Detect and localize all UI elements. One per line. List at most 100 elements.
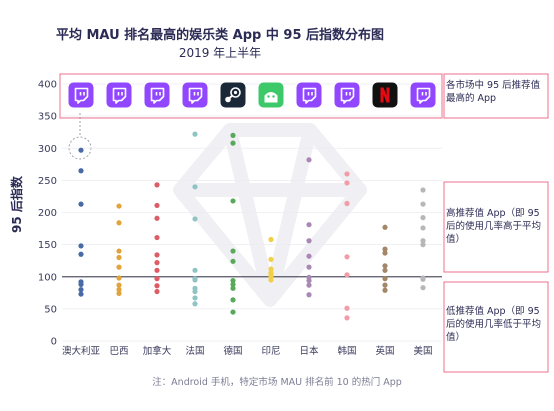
steam-icon [220,82,246,108]
green-eye [272,95,275,98]
data-point [116,282,122,288]
data-point [192,277,198,283]
data-point [116,248,122,254]
data-point [230,140,236,146]
data-point [344,315,350,321]
data-point [154,260,160,266]
data-point [230,309,236,315]
data-point [230,278,236,284]
data-point [154,252,160,258]
data-point [420,187,426,193]
twitch-glyph [302,87,317,104]
low-note-box [443,281,549,373]
y-tick-label: 50 [44,304,57,315]
high-note-box [443,181,549,273]
y-tick-label: 300 [38,144,57,155]
data-point [382,276,388,282]
data-point [382,250,388,256]
x-tick-label: 英国 [375,345,394,357]
steam-bg [220,82,246,108]
green-app-icon [258,82,284,108]
y-tick-label: 400 [38,80,57,91]
twitch-glyph [112,87,127,104]
data-point [382,263,388,269]
data-point [154,267,160,273]
data-point [344,272,350,278]
x-tick-label: 法国 [185,345,204,357]
x-tick-label: 日本 [299,345,319,357]
y-tick-label: 0 [51,337,57,348]
data-point [230,281,236,288]
annotation-high: 高推荐值 App（即 95 后的使用几率高于平均值） [446,208,542,245]
data-point [420,285,426,291]
netflix-glyph [380,87,390,103]
x-tick-label: 韩国 [337,345,356,357]
data-point [230,258,236,264]
data-point [230,297,236,303]
twitch-icon [410,82,436,108]
data-point [192,131,198,137]
chart-title: 平均 MAU 排名最高的娱乐类 App 中 95 后指数分布图 [55,28,385,43]
y-tick-label: 100 [38,272,57,283]
data-point [306,157,312,163]
data-point [192,295,198,301]
x-tick-label: 加拿大 [143,345,172,357]
data-point [116,290,122,297]
data-point [78,251,84,257]
data-point [306,282,312,288]
data-point [116,220,122,226]
top-app-box [59,73,443,119]
data-point [344,171,350,177]
data-point [230,198,236,204]
data-point [78,243,84,249]
data-point [268,256,274,263]
data-point [116,254,122,261]
data-point [420,276,426,282]
twitch-icon [334,82,360,108]
steam-gear-core [233,90,238,95]
data-point [116,287,122,293]
data-point [344,180,350,186]
data-point [154,182,160,188]
data-point [78,168,84,174]
data-point [420,215,426,221]
twitch-glyph [416,87,431,104]
data-point [268,236,274,243]
data-point [192,301,198,307]
data-point [78,291,84,297]
twitch-glyph [150,87,165,104]
data-point [306,292,312,298]
data-point [382,287,388,293]
top-app-note-box [443,73,549,119]
data-point [382,246,388,252]
netflix-icon [372,82,398,108]
twitch-icon [144,82,170,108]
chart-subtitle: 2019 年上半年 [178,46,262,60]
twitch-glyph [188,87,203,104]
data-point [116,203,122,209]
footnote: 注：Android 手机，特定市场 MAU 排名前 10 的热门 App [152,377,402,388]
data-point [382,224,388,230]
data-point [306,278,312,284]
x-tick-label: 巴西 [109,346,128,357]
data-point [154,234,160,241]
twitch-glyph [74,87,89,104]
twitch-icon [182,82,208,108]
data-point [344,254,350,260]
data-point [268,266,274,272]
x-tick-label: 美国 [413,345,432,357]
data-point [154,202,160,209]
data-point [192,216,198,222]
data-point [306,264,312,270]
twitch-icon [106,82,132,108]
data-point [78,147,84,153]
data-point [230,132,236,138]
twitch-icon [68,82,94,108]
data-point [420,242,426,248]
x-tick-label: 澳大利亚 [62,345,101,357]
x-tick-label: 印尼 [261,345,280,357]
data-point [192,288,198,295]
data-point [420,225,426,231]
steam-joint [225,96,231,103]
data-point [420,201,426,207]
